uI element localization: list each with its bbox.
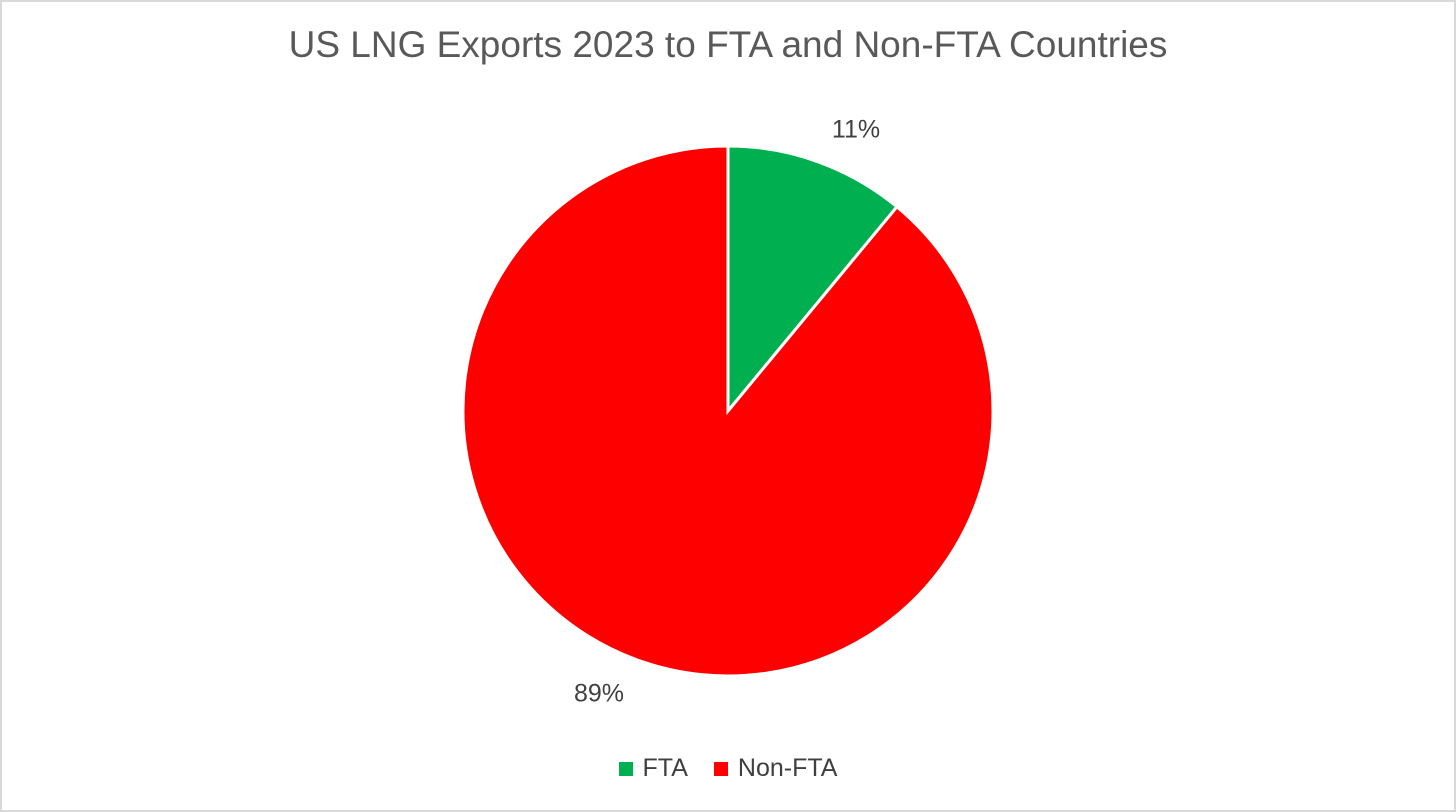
data-label-fta: 11% xyxy=(832,116,880,144)
pie-slice-non-fta xyxy=(461,144,995,678)
pie-slice-fta xyxy=(726,144,900,416)
legend-swatch-non-fta xyxy=(713,761,728,776)
chart-title: US LNG Exports 2023 to FTA and Non-FTA C… xyxy=(288,24,1168,65)
data-label-non-fta: 89% xyxy=(574,680,624,708)
legend-label-fta: FTA xyxy=(642,754,688,782)
legend-item-non-fta: Non-FTA xyxy=(713,754,838,783)
legend-label-non-fta: Non-FTA xyxy=(737,754,838,782)
legend: FTA Non-FTA xyxy=(2,754,1454,783)
legend-item-fta: FTA xyxy=(618,754,688,783)
legend-swatch-fta xyxy=(618,761,633,776)
